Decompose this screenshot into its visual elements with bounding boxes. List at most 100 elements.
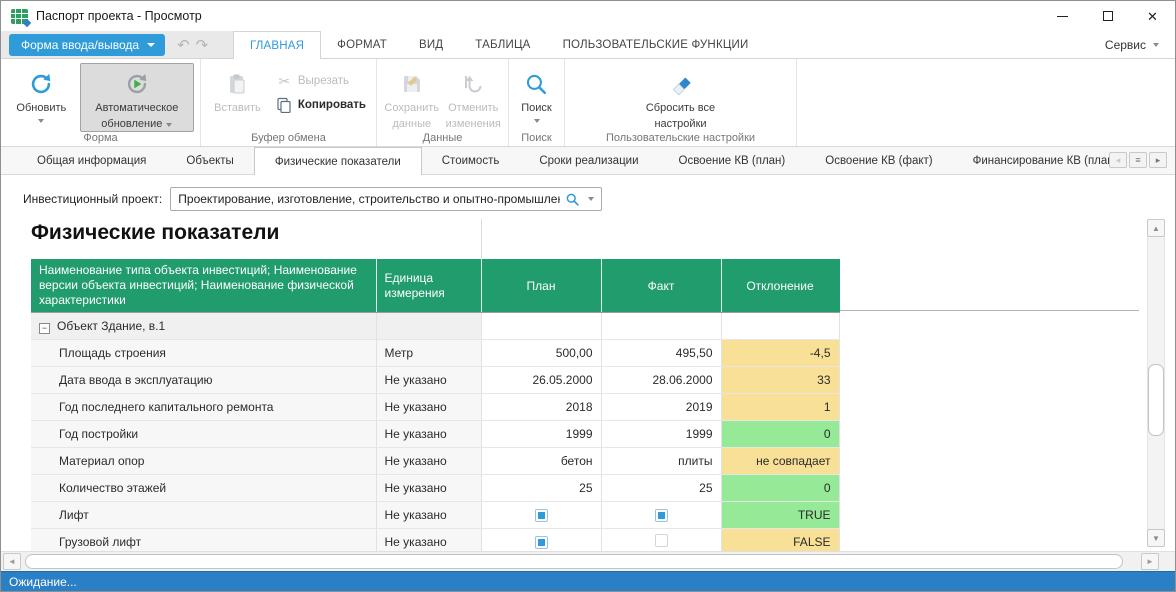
table-group-row[interactable]: − Объект Здание, в.1 bbox=[31, 312, 840, 340]
ribbon-tab-table[interactable]: ТАБЛИЦА bbox=[475, 38, 531, 51]
vertical-scrollbar[interactable]: ▲ ▼ bbox=[1147, 219, 1165, 547]
scissors-icon: ✂ bbox=[278, 72, 291, 89]
ribbon-group-form: Обновить Автоматическое обновление Форма bbox=[1, 59, 201, 146]
scroll-up-button[interactable]: ▲ bbox=[1147, 219, 1165, 237]
tab-scroll-left-button[interactable]: ◂ bbox=[1109, 152, 1127, 168]
search-button[interactable]: Поиск bbox=[515, 63, 558, 124]
doc-tab-physical-indicators[interactable]: Физические показатели bbox=[253, 147, 422, 175]
form-io-menu-button[interactable]: Форма ввода/вывода bbox=[9, 33, 166, 56]
save-label-1: Сохранить bbox=[384, 102, 440, 114]
copy-button[interactable]: Копировать bbox=[272, 95, 370, 115]
deviation-cell: TRUE bbox=[721, 501, 840, 529]
table-row[interactable]: Материал опор Не указано бетон плиты не … bbox=[31, 447, 840, 475]
table-row[interactable]: Площадь строения Метр 500,00 495,50 -4,5 bbox=[31, 339, 840, 367]
ribbon-tab-row: Форма ввода/вывода ↶ ↷ ГЛАВНАЯ ФОРМАТ ВИ… bbox=[1, 31, 1175, 59]
collapse-icon[interactable]: − bbox=[39, 322, 50, 334]
status-text: Ожидание... bbox=[9, 574, 77, 589]
plan-checkbox[interactable] bbox=[534, 536, 548, 549]
horizontal-scrollbar-thumb[interactable] bbox=[25, 554, 1123, 569]
deviation-cell: 1 bbox=[721, 393, 840, 421]
col-header-unit[interactable]: Единица измерения bbox=[376, 259, 482, 313]
horizontal-scrollbar[interactable]: ◄ ► bbox=[1, 551, 1175, 571]
paste-label: Вставить bbox=[214, 102, 261, 114]
ribbon-group-user-settings: Сбросить все настройки Пользовательские … bbox=[565, 59, 797, 146]
paste-button[interactable]: Вставить bbox=[207, 63, 268, 116]
deviation-cell: 33 bbox=[721, 366, 840, 394]
table-row[interactable]: Дата ввода в эксплуатацию Не указано 26.… bbox=[31, 366, 840, 394]
chevron-down-icon bbox=[1153, 42, 1159, 47]
col-header-name[interactable]: Наименование типа объекта инвестиций; На… bbox=[31, 259, 377, 313]
doc-tab-kv-financing-plan[interactable]: Финансирование КВ (план) bbox=[972, 154, 1118, 167]
reset-settings-button[interactable]: Сбросить все настройки bbox=[606, 63, 756, 132]
project-combobox[interactable]: Проектирование, изготовление, строительс… bbox=[170, 187, 603, 211]
ribbon-tab-user-functions[interactable]: ПОЛЬЗОВАТЕЛЬСКИЕ ФУНКЦИИ bbox=[562, 38, 749, 51]
doc-tab-nav: ◂ ≡ ▸ bbox=[1109, 152, 1167, 168]
table-row[interactable]: Год последнего капитального ремонта Не у… bbox=[31, 393, 840, 421]
col-header-deviation[interactable]: Отклонение bbox=[721, 259, 840, 313]
group-label-form: Форма bbox=[83, 132, 118, 144]
col-header-fact[interactable]: Факт bbox=[601, 259, 722, 313]
paste-icon bbox=[222, 69, 252, 99]
chevron-down-icon bbox=[533, 119, 540, 124]
project-combobox-value: Проектирование, изготовление, строительс… bbox=[178, 192, 560, 206]
document-tab-strip: Общая информация Объекты Физические пока… bbox=[1, 147, 1175, 175]
service-menu[interactable]: Сервис bbox=[1105, 31, 1175, 58]
save-data-button[interactable]: Сохранить данные bbox=[383, 63, 441, 132]
search-label: Поиск bbox=[521, 102, 552, 114]
ribbon: Обновить Автоматическое обновление Форма bbox=[1, 59, 1175, 147]
header-extension-line bbox=[839, 310, 1139, 311]
maximize-button[interactable] bbox=[1085, 1, 1130, 31]
table-row[interactable]: Грузовой лифт Не указано FALSE bbox=[31, 528, 840, 551]
scroll-down-button[interactable]: ▼ bbox=[1147, 529, 1165, 547]
tab-list-button[interactable]: ≡ bbox=[1129, 152, 1147, 168]
indicators-table: Наименование типа объекта инвестиций; На… bbox=[31, 259, 840, 551]
scroll-left-button[interactable]: ◄ bbox=[3, 553, 21, 570]
plan-checkbox[interactable] bbox=[534, 509, 548, 522]
doc-tab-objects[interactable]: Объекты bbox=[186, 154, 234, 167]
doc-tab-general-info[interactable]: Общая информация bbox=[37, 154, 147, 167]
content-area: Инвестиционный проект: Проектирование, и… bbox=[1, 175, 1175, 551]
table-row[interactable]: Лифт Не указано TRUE bbox=[31, 501, 840, 529]
table-row[interactable]: Количество этажей Не указано 25 25 0 bbox=[31, 474, 840, 502]
reset-settings-label-2: настройки bbox=[654, 118, 707, 131]
save-label-2: данные bbox=[392, 118, 432, 131]
group-label-search: Поиск bbox=[521, 132, 552, 144]
chevron-down-icon bbox=[38, 119, 45, 124]
col-header-plan[interactable]: План bbox=[481, 259, 602, 313]
chevron-down-icon bbox=[166, 123, 173, 128]
form-io-menu-label: Форма ввода/вывода bbox=[21, 37, 140, 52]
tab-scroll-right-button[interactable]: ▸ bbox=[1149, 152, 1167, 168]
doc-tab-kv-development-fact[interactable]: Освоение КВ (факт) bbox=[825, 154, 933, 167]
table-row[interactable]: Год постройки Не указано 1999 1999 0 bbox=[31, 420, 840, 448]
refresh-label: Обновить bbox=[16, 102, 67, 114]
scroll-right-button[interactable]: ► bbox=[1141, 553, 1159, 570]
app-menu-zone: Форма ввода/вывода ↶ ↷ bbox=[1, 31, 233, 58]
table-header-row: Наименование типа объекта инвестиций; На… bbox=[31, 259, 840, 313]
doc-tab-kv-development-plan[interactable]: Освоение КВ (план) bbox=[678, 154, 786, 167]
deviation-cell: 0 bbox=[721, 474, 840, 502]
auto-refresh-button[interactable]: Автоматическое обновление bbox=[79, 63, 194, 133]
column-guide-line bbox=[481, 219, 482, 259]
combobox-search-icon[interactable] bbox=[564, 191, 581, 208]
fact-checkbox[interactable] bbox=[654, 509, 668, 522]
fact-checkbox[interactable] bbox=[654, 534, 668, 547]
doc-tab-implementation-terms[interactable]: Сроки реализации bbox=[539, 154, 639, 167]
undo-icon[interactable]: ↶ bbox=[177, 36, 190, 54]
cut-label: Вырезать bbox=[297, 75, 350, 87]
deviation-cell: FALSE bbox=[721, 528, 840, 551]
ribbon-tab-view[interactable]: ВИД bbox=[418, 38, 444, 51]
doc-tab-cost[interactable]: Стоимость bbox=[441, 154, 500, 167]
undo-changes-button[interactable]: Отменить изменения bbox=[445, 63, 503, 132]
ribbon-tab-format[interactable]: ФОРМАТ bbox=[337, 38, 387, 51]
save-icon bbox=[397, 69, 427, 99]
cut-button[interactable]: ✂ Вырезать bbox=[272, 71, 370, 91]
refresh-button[interactable]: Обновить bbox=[7, 63, 76, 124]
redo-icon[interactable]: ↷ bbox=[195, 36, 209, 54]
vertical-scrollbar-thumb[interactable] bbox=[1148, 364, 1164, 436]
combobox-dropdown-icon[interactable] bbox=[588, 197, 595, 201]
ribbon-tab-main[interactable]: ГЛАВНАЯ bbox=[233, 31, 322, 59]
group-label-user-settings: Пользовательские настройки bbox=[605, 132, 756, 144]
ribbon-group-search: Поиск Поиск bbox=[509, 59, 565, 146]
close-button[interactable]: ✕ bbox=[1130, 1, 1175, 31]
minimize-button[interactable] bbox=[1040, 1, 1085, 31]
